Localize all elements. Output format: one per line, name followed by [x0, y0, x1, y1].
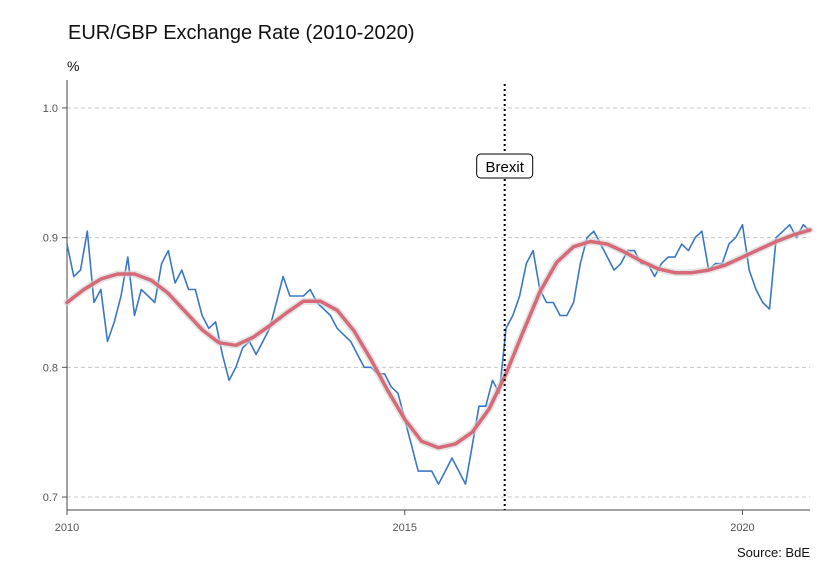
exchange-rate-line — [66, 223, 811, 485]
x-tick-label: 2015 — [392, 522, 416, 534]
series-layer — [63, 223, 814, 485]
y-tick-label: 0.9 — [43, 233, 58, 245]
y-tick-label: 0.7 — [43, 492, 58, 504]
x-tick-label: 2010 — [55, 522, 79, 534]
trend-confidence-band — [63, 226, 814, 452]
y-tick-label: 0.8 — [43, 362, 58, 374]
y-tick-label: 1.0 — [43, 103, 58, 115]
brexit-label: Brexit — [486, 159, 525, 176]
chart-title: EUR/GBP Exchange Rate (2010-2020) — [68, 22, 415, 44]
x-tick-label: 2020 — [730, 522, 754, 534]
source-note: Source: BdE — [737, 545, 810, 560]
y-axis-unit-label: % — [67, 58, 80, 74]
brexit-label-box — [476, 153, 534, 179]
grid-lines — [67, 107, 810, 498]
annotation-layer: Brexit — [476, 84, 534, 510]
trend-line — [65, 228, 812, 450]
axes: 0.7 0.8 0.9 1.0 2010 2015 2020 — [43, 80, 810, 534]
